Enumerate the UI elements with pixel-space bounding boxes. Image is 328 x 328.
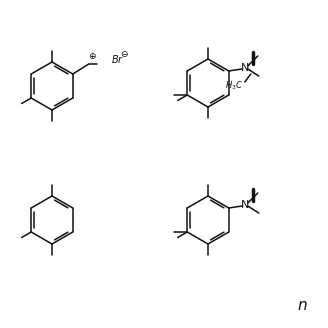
Text: N: N [241, 200, 249, 210]
Text: N: N [241, 63, 249, 73]
Text: $\mathit{Br}$: $\mathit{Br}$ [111, 53, 124, 65]
Text: $n$: $n$ [297, 299, 307, 313]
Text: $\mathit{H_3C}$: $\mathit{H_3C}$ [225, 80, 243, 92]
Text: $\oplus$: $\oplus$ [89, 51, 97, 61]
Text: $\ominus$: $\ominus$ [120, 49, 129, 59]
